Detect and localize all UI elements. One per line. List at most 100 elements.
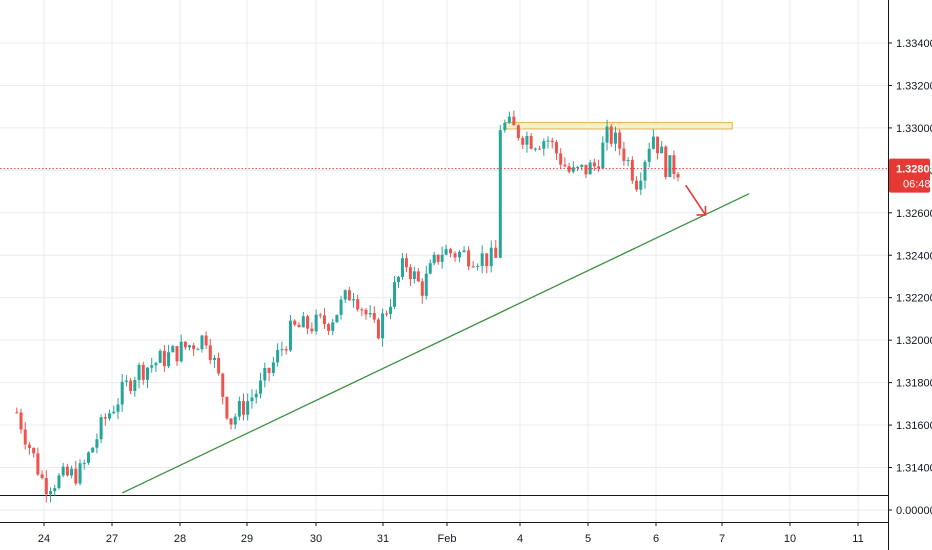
candle-body — [217, 357, 221, 374]
candle-body — [183, 341, 187, 348]
candle-body — [352, 299, 356, 301]
current-price-label[interactable] — [889, 158, 930, 193]
candle-body — [412, 271, 416, 280]
candle-body — [424, 273, 428, 296]
candle-body — [91, 447, 95, 453]
candle-body — [643, 161, 647, 181]
price-axis-label: 1.31400 — [896, 463, 932, 475]
candle-body — [668, 155, 672, 178]
candle-body — [571, 167, 575, 172]
candle-body — [385, 313, 389, 315]
candle-body — [339, 299, 343, 315]
candle-body — [27, 444, 31, 448]
price-axis-label: 1.33000 — [896, 123, 932, 135]
price-axis-label: 1.32200 — [896, 293, 932, 305]
candle-body — [503, 122, 507, 131]
price-axis-area[interactable] — [888, 0, 932, 550]
candle-body — [516, 125, 520, 138]
arrow-shaft[interactable] — [685, 184, 707, 216]
candle-body — [74, 468, 78, 484]
candle-body — [314, 314, 318, 332]
candle-body — [145, 367, 149, 380]
candle-body — [86, 452, 90, 463]
candle-body — [467, 250, 471, 267]
candle-body — [237, 401, 241, 417]
candle-body — [141, 364, 145, 380]
candle-body — [372, 313, 376, 320]
candle-body — [103, 417, 107, 419]
candle-body — [204, 335, 208, 346]
candle-body — [672, 155, 676, 175]
candle-body — [525, 136, 529, 145]
candle-body — [347, 290, 351, 301]
candle-body — [396, 276, 400, 283]
candle-body — [44, 478, 48, 495]
candle-body — [364, 309, 368, 315]
candle-body — [61, 466, 65, 476]
candle-body — [559, 153, 563, 165]
candle-body — [65, 466, 69, 476]
candle-body — [120, 381, 124, 405]
candle-body — [229, 418, 233, 425]
candle-body — [420, 281, 424, 296]
candle-body — [221, 373, 225, 397]
candle-body — [498, 130, 502, 258]
candle-body — [563, 164, 567, 167]
candle-body — [622, 148, 626, 161]
candle-body — [432, 254, 436, 264]
candle-body — [254, 393, 258, 398]
time-axis-label: 29 — [241, 533, 253, 545]
candle-body — [597, 166, 601, 169]
candle-body — [613, 132, 617, 144]
candle-body — [416, 271, 420, 282]
candle-body — [78, 463, 82, 484]
candle-body — [554, 142, 558, 154]
candle-body — [297, 324, 301, 328]
candle-body — [246, 401, 250, 415]
candle-body — [444, 249, 448, 255]
candle-body — [458, 251, 462, 258]
candle-body — [225, 396, 229, 419]
candle-body — [618, 132, 622, 149]
price-axis-label: 1.32000 — [896, 335, 932, 347]
arrow-head[interactable] — [696, 205, 707, 216]
trendline[interactable] — [121, 193, 750, 494]
candle-body — [538, 148, 542, 150]
candle-body — [32, 447, 36, 454]
candle-body — [133, 380, 137, 391]
candle-body — [154, 362, 158, 366]
candle-body — [381, 313, 385, 339]
candle-body — [580, 164, 584, 167]
candle-body — [179, 341, 183, 362]
time-axis-label: 7 — [719, 533, 725, 545]
candle-body — [288, 320, 292, 351]
candle-body — [212, 357, 216, 360]
candle-body — [485, 253, 489, 267]
candle-body — [196, 349, 200, 351]
candle-body — [592, 162, 596, 167]
candle-body — [440, 254, 444, 262]
candle-body — [480, 253, 484, 266]
candle-body — [584, 164, 588, 175]
candle-body — [335, 314, 339, 323]
candle-body — [462, 250, 466, 252]
candle-body — [208, 345, 212, 360]
price-axis-label: 1.32400 — [896, 250, 932, 262]
candle-body — [546, 140, 550, 142]
candle-body — [124, 380, 128, 382]
time-axis-area[interactable] — [0, 522, 888, 550]
time-axis-label: 10 — [784, 533, 796, 545]
candle-body — [36, 453, 40, 475]
candle-body — [276, 349, 280, 363]
candle-body — [660, 146, 664, 154]
candle-body — [376, 319, 380, 339]
candle-body — [507, 116, 511, 123]
candle-body — [400, 258, 404, 277]
time-axis-label: 5 — [585, 533, 591, 545]
candle-body — [158, 350, 162, 363]
candle-body — [293, 320, 297, 325]
resistance-zone[interactable] — [504, 122, 733, 130]
candle-body — [280, 349, 284, 351]
